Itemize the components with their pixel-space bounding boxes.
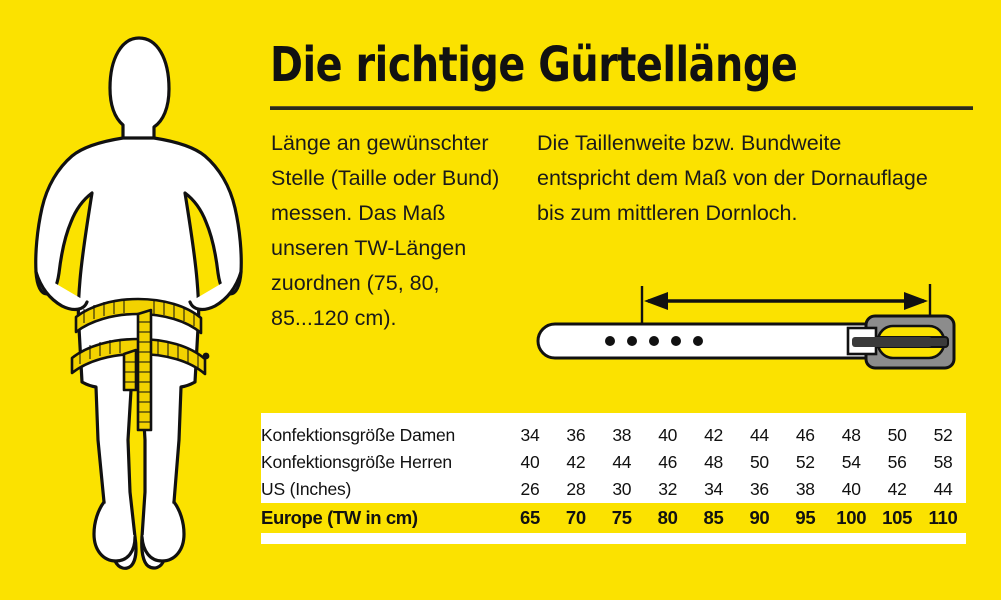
table-cell: 58 bbox=[933, 452, 953, 472]
table-cell: 40 bbox=[520, 452, 540, 472]
measuring-tape-waist bbox=[74, 297, 203, 335]
table-cell: 38 bbox=[612, 425, 632, 445]
table-cell: 100 bbox=[828, 503, 875, 533]
row-label: Konfektionsgröße Herren bbox=[261, 452, 452, 472]
table-cell: 40 bbox=[841, 479, 861, 499]
table-cell: 52 bbox=[795, 452, 815, 472]
table-cell: 28 bbox=[566, 479, 586, 499]
table-cell: 44 bbox=[612, 452, 632, 472]
belt-prong-shaft bbox=[852, 337, 932, 347]
belt-holes bbox=[605, 336, 703, 346]
table-cell: 75 bbox=[598, 503, 645, 533]
measuring-tape-hip bbox=[70, 337, 207, 376]
table-cell: 110 bbox=[920, 503, 966, 533]
row-label: Konfektionsgröße Damen bbox=[261, 425, 456, 445]
table-cell: 34 bbox=[520, 425, 540, 445]
table-row: Europe (TW in cm) 65 70 75 80 85 90 95 100 105 110 bbox=[261, 503, 966, 533]
table-cell: 26 bbox=[520, 479, 540, 499]
table-cell: 48 bbox=[704, 452, 723, 472]
table-cell: 95 bbox=[782, 503, 829, 533]
table-cell: 42 bbox=[887, 479, 907, 499]
intro-paragraph-right: Die Taillenweite bzw. Bundweite entspric… bbox=[537, 131, 928, 225]
table-cell: 42 bbox=[566, 452, 586, 472]
table-cell: 38 bbox=[795, 479, 815, 499]
table-cell: 50 bbox=[749, 452, 769, 472]
table-cell: 46 bbox=[795, 425, 815, 445]
table-cell: 105 bbox=[874, 503, 921, 533]
intro-paragraph-left: Länge an gewünschter Stelle (Taille oder… bbox=[271, 131, 500, 330]
row-label: Europe (TW in cm) bbox=[261, 503, 508, 533]
table-cell: 44 bbox=[749, 425, 769, 445]
table-cell: 30 bbox=[612, 479, 632, 499]
table-cell: 36 bbox=[566, 425, 586, 445]
table-cell: 36 bbox=[749, 479, 769, 499]
table-cell: 70 bbox=[552, 503, 599, 533]
table-row: Konfektionsgröße Damen 34 36 38 40 42 44 46 48 50… bbox=[261, 422, 966, 449]
table-cell: 42 bbox=[704, 425, 723, 445]
table-row: Konfektionsgröße Herren 40 42 44 46 48 50 52 54 5… bbox=[261, 449, 966, 476]
table-cell: 54 bbox=[841, 452, 861, 472]
title-divider bbox=[270, 106, 973, 110]
table-cell: 90 bbox=[736, 503, 783, 533]
table-row: US (Inches) 26 28 30 32 34 36 38 40 42 44 bbox=[261, 476, 966, 503]
table-cell: 65 bbox=[507, 503, 553, 533]
table-cell: 50 bbox=[887, 425, 907, 445]
table-cell: 44 bbox=[933, 479, 953, 499]
size-conversion-table: Konfektionsgröße Damen 34 36 38 40 42 44 46 48 50… bbox=[261, 413, 966, 544]
table-cell: 52 bbox=[933, 425, 953, 445]
table-cell: 56 bbox=[887, 452, 907, 472]
arrow-right-icon bbox=[904, 292, 928, 310]
measuring-tape-tail-a bbox=[136, 308, 153, 432]
belt-diagram: Taillen-, bzw. Bundweite bbox=[530, 276, 980, 386]
table-cell: 34 bbox=[704, 479, 723, 499]
human-silhouette-with-measuring-tape-icon bbox=[18, 10, 258, 590]
table-cell: 80 bbox=[644, 503, 691, 533]
table-cell: 85 bbox=[690, 503, 737, 533]
row-label: US (Inches) bbox=[261, 479, 352, 499]
arrow-left-icon bbox=[644, 292, 668, 310]
table-cell: 40 bbox=[658, 425, 678, 445]
navel-dot-icon bbox=[202, 352, 210, 360]
page-title: Die richtige Gürtellänge bbox=[270, 37, 798, 93]
table-cell: 32 bbox=[658, 479, 678, 499]
table-cell: 46 bbox=[658, 452, 678, 472]
table-cell: 48 bbox=[841, 425, 861, 445]
measuring-tape-tail-b bbox=[122, 348, 138, 392]
